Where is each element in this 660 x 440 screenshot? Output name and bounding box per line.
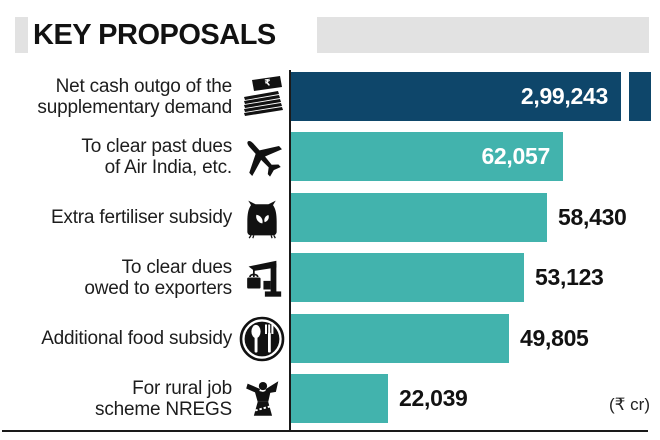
- chart-row-exporter-dues: To clear dues owed to exporters 53,123: [0, 247, 660, 308]
- broken-bar-segment: [629, 72, 651, 121]
- value-label: 58,430: [558, 204, 627, 230]
- y-axis-line: [289, 70, 291, 432]
- chart-row-fertiliser-subsidy: Extra fertiliser subsidy 58,430: [0, 187, 660, 248]
- chart-row-net-cash-outgo: Net cash outgo of the supplementary dema…: [0, 66, 660, 127]
- header-accent-square: [15, 17, 28, 53]
- chart-row-food-subsidy: Additional food subsidy 49,805: [0, 308, 660, 369]
- category-label: Net cash outgo of the supplementary dema…: [37, 75, 232, 118]
- chart-row-nregs: For rural job scheme NREGS 22,039: [0, 368, 660, 429]
- bar-air-india: 62,057: [291, 132, 563, 181]
- bar-exporter-dues: 53,123: [291, 253, 604, 302]
- value-label: 62,057: [481, 143, 550, 169]
- category-label: Additional food subsidy: [41, 328, 232, 349]
- value-label: 49,805: [520, 325, 589, 351]
- bottom-rule: [2, 430, 648, 432]
- fork-spoon-icon: [236, 308, 288, 369]
- bar-food-subsidy: 49,805: [291, 314, 589, 363]
- unit-label: (₹ cr): [608, 395, 650, 414]
- category-label: Extra fertiliser subsidy: [50, 207, 232, 228]
- worker-icon: [236, 368, 288, 429]
- cash-stack-icon: ₹: [236, 66, 288, 127]
- category-label: For rural job scheme NREGS: [95, 377, 232, 420]
- category-label: To clear dues owed to exporters: [84, 256, 232, 299]
- fertiliser-sack-icon: [236, 187, 288, 248]
- header-decorative-bar: [317, 17, 649, 53]
- airplane-icon: [236, 126, 288, 187]
- chart-row-air-india: To clear past dues of Air India, etc. 62…: [0, 126, 660, 187]
- value-label: 22,039: [399, 385, 468, 411]
- value-label: 2,99,243: [520, 83, 608, 109]
- value-label: 53,123: [535, 264, 604, 290]
- svg-text:₹: ₹: [264, 77, 272, 88]
- page-title: KEY PROPOSALS: [33, 18, 276, 51]
- bar-net-cash-outgo: 2,99,243: [291, 72, 651, 121]
- bar-nregs: 22,039: [291, 374, 468, 423]
- crane-cargo-icon: [236, 247, 288, 308]
- category-label: To clear past dues of Air India, etc.: [81, 135, 232, 178]
- bar-fertiliser-subsidy: 58,430: [291, 193, 627, 242]
